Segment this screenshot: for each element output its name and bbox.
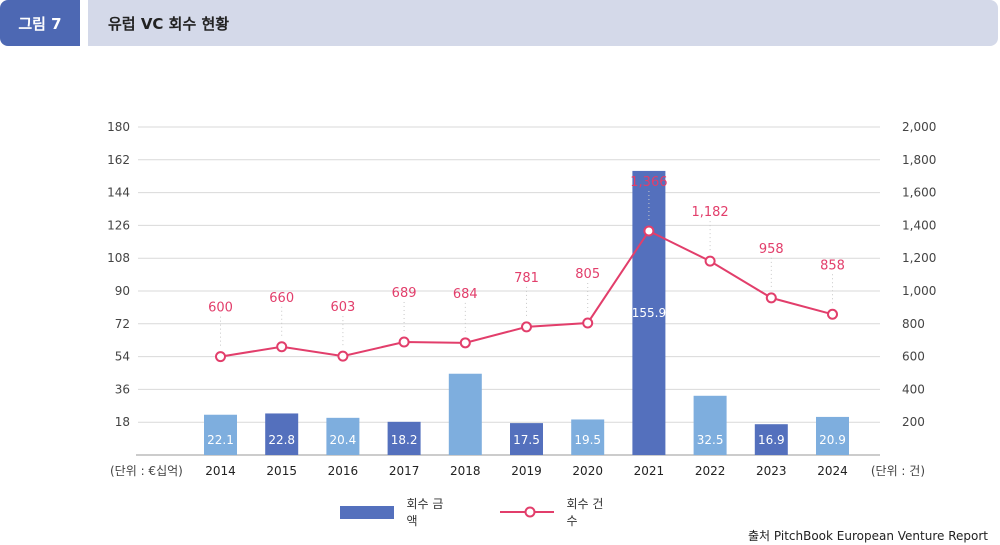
bar [816,416,849,455]
y-right-tick-label: 600 [902,350,925,364]
line-point [398,336,410,348]
legend-item-amount: 회수 금액 [340,495,450,529]
line-value-label: 689 [392,286,417,301]
bar [265,413,299,455]
legend-line-label: 회수 건수 [566,497,604,528]
x-tick-label: 2023 [756,464,787,478]
y-right-tick-label: 1,200 [902,251,936,265]
line-point [827,308,838,320]
line-value-label: 958 [759,242,784,257]
line-value-label: 600 [208,301,233,316]
y-right-tick-label: 200 [902,415,925,429]
line-point [582,317,594,329]
count-line [220,229,833,358]
y-left-tick-label: 144 [107,186,130,200]
x-tick-label: 2015 [266,464,297,478]
x-tick-label: 2019 [511,464,542,478]
y-left-tick-label: 18 [115,415,130,429]
line-point [459,337,471,349]
bar-value-label: 20.9 [819,433,846,447]
bar [204,414,237,455]
x-tick-label: 2020 [572,464,603,478]
bar-value-label: 20.4 [330,433,357,447]
y-right-tick-label: 1,800 [902,153,936,167]
line-point [643,225,655,237]
x-tick-label: 2016 [328,464,359,478]
y-left-tick-label: 162 [107,153,130,167]
legend-line-swatch [500,506,555,518]
chart-legend: 회수 금액 회수 건수 [340,497,660,528]
line-value-label: 603 [330,300,355,315]
figure-number-tag: 그림 7 [0,0,80,46]
bar [693,395,727,455]
line-point [215,351,226,363]
legend-bar-label: 회수 금액 [406,497,444,528]
x-tick-label: 2024 [817,464,848,478]
line-value-label: 684 [453,287,478,302]
y-left-tick-label: 180 [107,120,130,134]
bar [510,423,543,455]
figure-header: 그림 7 유럽 VC 회수 현황 [0,0,1000,46]
x-tick-label: 2022 [695,464,726,478]
bar-value-label: 22.8 [268,433,295,447]
source-note: 출처 PitchBook European Venture Report [748,529,988,543]
y-right-tick-label: 1,400 [902,218,936,232]
bar [387,421,421,455]
bar [632,170,666,455]
y-left-tick-label: 126 [107,218,130,232]
y-right-tick-label: 2,000 [902,120,936,134]
bar-value-label: 19.5 [574,433,601,447]
x-tick-label: 2014 [205,464,236,478]
x-tick-label: 2018 [450,464,481,478]
y-right-tick-label: 400 [902,382,925,396]
legend-bar-swatch [340,505,395,519]
y-left-tick-label: 72 [115,317,130,331]
line-value-label: 781 [514,271,539,286]
line-point [337,350,349,362]
line-value-label: 660 [269,291,294,306]
y-left-unit-label: (단위 : €십억) [110,464,183,478]
line-point [704,255,716,267]
y-left-tick-label: 36 [115,382,130,396]
line-point [765,292,777,304]
y-left-tick-label: 108 [107,251,130,265]
legend-item-count: 회수 건수 [500,495,610,529]
line-value-label: 1,366 [630,175,667,190]
bar-value-label: 155.9 [632,306,666,320]
bar [754,424,788,455]
line-value-label: 1,182 [691,205,728,220]
bar [448,373,482,455]
bar [326,417,360,455]
x-tick-label: 2017 [389,464,420,478]
bar-value-label: 44.6 [452,509,479,523]
y-right-tick-label: 1,000 [902,284,936,298]
bar [571,419,605,455]
y-right-unit-label: (단위 : 건) [871,464,925,478]
line-value-label: 805 [575,267,600,282]
y-right-tick-label: 800 [902,317,925,331]
x-tick-label: 2021 [634,464,665,478]
y-right-tick-label: 1,600 [902,186,936,200]
bar-value-label: 18.2 [391,433,418,447]
y-left-tick-label: 54 [115,350,130,364]
figure-title-bar: 유럽 VC 회수 현황 [88,0,998,46]
line-point [521,321,532,333]
bar-value-label: 32.5 [697,433,724,447]
bar-value-label: 17.5 [513,433,540,447]
figure-title: 유럽 VC 회수 현황 [108,14,230,33]
line-value-label: 858 [820,258,845,273]
bar-value-label: 16.9 [758,433,785,447]
bar-value-label: 22.1 [207,433,234,447]
line-point [276,341,288,353]
y-left-tick-label: 90 [115,284,130,298]
